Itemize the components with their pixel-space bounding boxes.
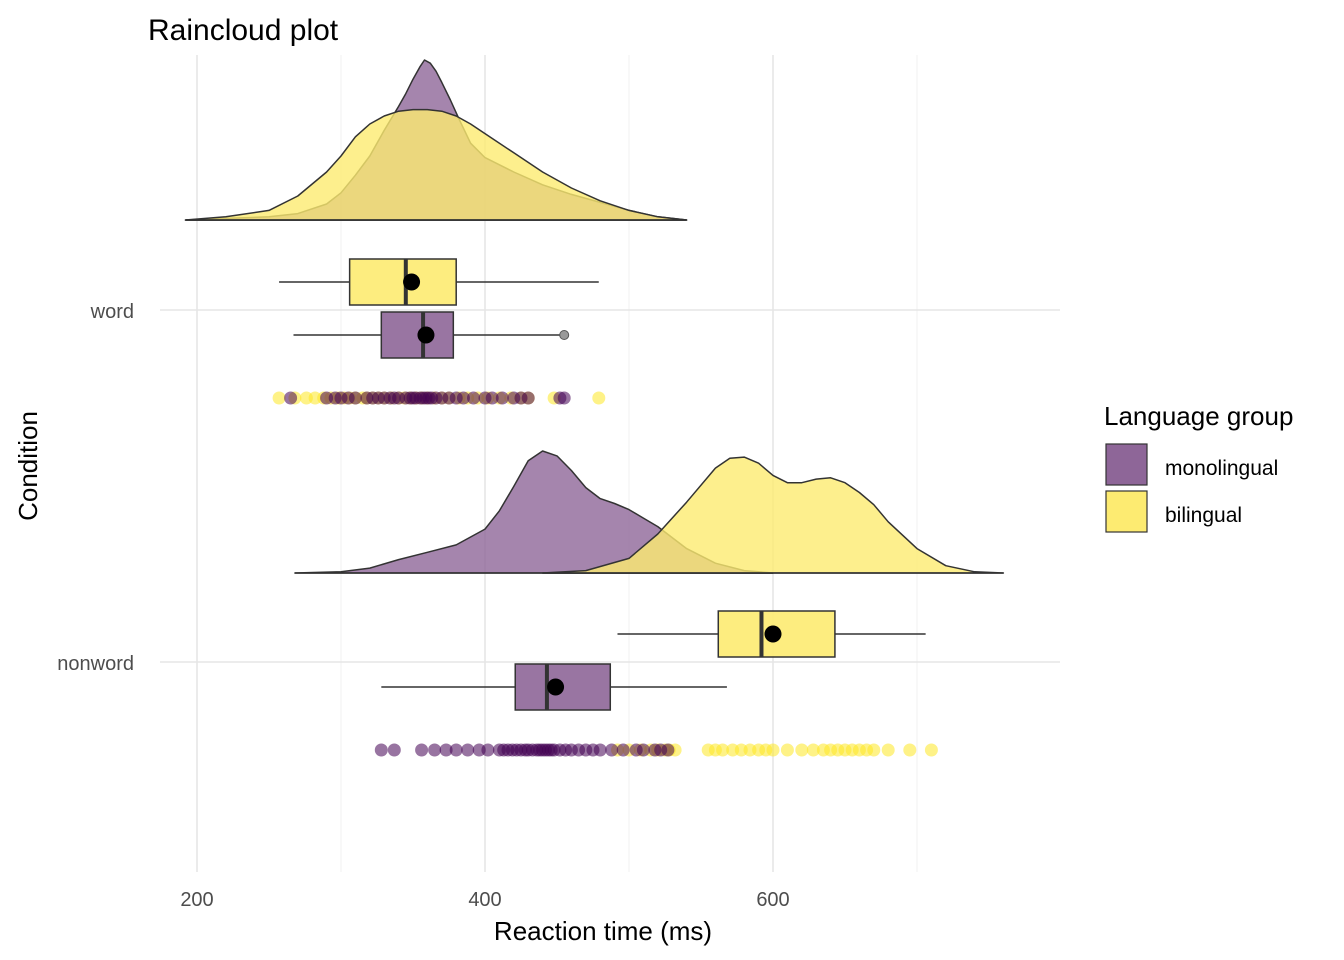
rain-point-nonword-bilingual [780,743,794,757]
rain-point-nonword-monolingual [616,743,630,757]
mean-point [764,625,782,643]
rain-point-nonword-bilingual [806,743,820,757]
rain-point-nonword-monolingual [661,743,675,757]
points-layer [272,391,938,757]
rain-point-nonword-bilingual [795,743,809,757]
legend: Language group monolingual bilingual [1104,401,1293,533]
rain-point-nonword-monolingual [481,743,495,757]
box-iqr-word-bilingual [348,258,457,306]
box-iqr-word-monolingual [380,311,455,359]
density-cloud-nonword-bilingual [541,456,1005,574]
rain-point-word-monolingual [456,391,470,405]
legend-label-monolingual: monolingual [1165,457,1278,480]
mean-point [417,326,435,344]
rain-point-nonword-monolingual [449,743,463,757]
x-tick-label: 600 [756,889,789,911]
rain-point-nonword-bilingual [867,743,881,757]
rain-point-word-bilingual [272,391,286,405]
rain-point-nonword-bilingual [716,743,730,757]
legend-key-monolingual [1105,443,1148,486]
rain-point-word-monolingual [467,391,480,405]
rain-point-nonword-monolingual [387,743,401,757]
y-tick-label: word [90,301,134,323]
legend-key-bilingual [1105,490,1148,533]
rain-point-nonword-monolingual [428,743,442,757]
rain-point-nonword-bilingual [903,743,917,757]
rain-point-word-monolingual [495,391,509,405]
rain-point-word-bilingual [592,391,606,405]
x-axis-label: Reaction time (ms) [494,916,712,946]
mean-point [547,678,565,696]
box-outlier [559,330,570,340]
rain-point-word-monolingual [557,391,571,405]
rain-point-nonword-monolingual [374,743,388,757]
rain-point-nonword-bilingual [924,743,938,757]
axis-layer: 200 400 600 word nonword [57,301,789,911]
rain-point-word-monolingual [284,391,298,405]
rain-point-nonword-bilingual [881,743,895,757]
rain-point-word-monolingual [485,391,499,405]
rain-point-nonword-bilingual [766,743,780,757]
density-cloud-word-bilingual [184,108,688,221]
rain-point-word-monolingual [521,391,535,405]
x-tick-label: 200 [180,889,213,911]
chart-title: Raincloud plot [148,14,339,47]
legend-label-bilingual: bilingual [1165,504,1242,527]
rain-point-nonword-monolingual [461,743,475,757]
mean-point [403,273,421,291]
rain-point-nonword-monolingual [593,743,607,757]
y-tick-label: nonword [57,653,134,675]
rain-point-word-monolingual [348,391,362,405]
y-axis-label: Condition [13,411,43,521]
density-layer [184,59,1005,574]
rain-point-nonword-monolingual [415,743,429,757]
rain-point-nonword-monolingual [439,743,453,757]
x-tick-label: 400 [468,889,501,911]
rain-point-nonword-monolingual [636,743,650,757]
legend-title: Language group [1104,401,1293,431]
rain-point-nonword-monolingual [605,743,619,757]
boxplot-layer [279,258,926,711]
